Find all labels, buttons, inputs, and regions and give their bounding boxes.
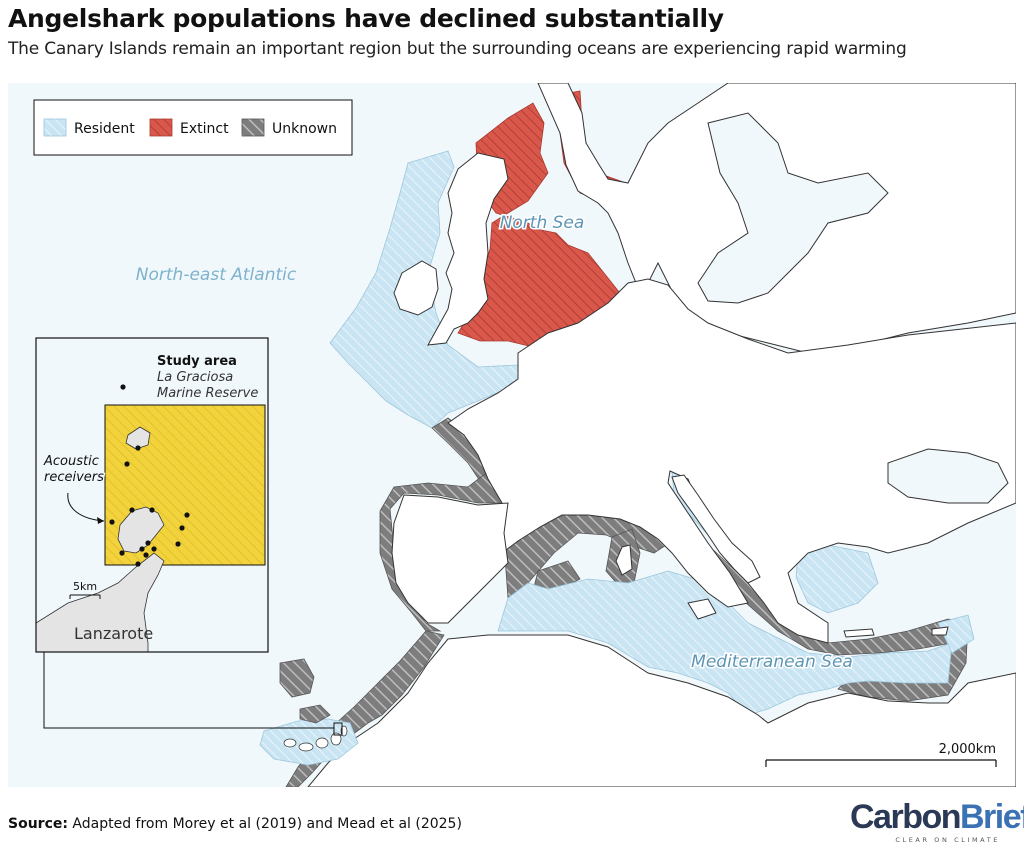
- label-north-east-atlantic: North-east Atlantic: [136, 265, 297, 285]
- source-label: Source:: [8, 816, 68, 832]
- unknown-zone-canary-west: [279, 658, 315, 698]
- great-britain: [427, 152, 509, 346]
- ireland: [393, 260, 439, 316]
- receiver-point: [109, 519, 115, 525]
- source-text: Adapted from Morey et al (2019) and Mead…: [67, 816, 462, 832]
- receiver-point: [151, 546, 157, 552]
- logo-carbon: Carbon: [850, 798, 962, 836]
- inset-study-area-title: Study area: [157, 354, 237, 369]
- receiver-point: [129, 507, 135, 513]
- inset-connector-line: [43, 652, 334, 729]
- label-north-sea: North Sea: [500, 213, 585, 233]
- receiver-point: [139, 546, 145, 552]
- receiver-point: [145, 540, 151, 546]
- map-scale-label: 2,000km: [939, 742, 996, 757]
- receiver-point: [120, 384, 126, 390]
- carbon-brief-logo: CarbonBrief CLEAR ON CLIMATE: [850, 798, 1024, 844]
- receiver-point: [119, 550, 125, 556]
- sicily: [687, 598, 717, 620]
- black-sea: [887, 448, 1009, 504]
- legend: Resident Extinct Unknown: [33, 99, 353, 156]
- acoustic-receivers: [109, 384, 190, 567]
- resident-zone-levant: [937, 614, 975, 654]
- inset-islet: [125, 426, 151, 450]
- lanzarote-island: [36, 552, 165, 652]
- logo-wordmark: CarbonBrief: [850, 798, 1024, 836]
- legend-swatch-resident: [43, 118, 67, 137]
- inset-study-area-line1: La Graciosa: [157, 370, 233, 385]
- inset-receivers-line2: receivers: [44, 470, 104, 485]
- logo-tagline: CLEAR ON CLIMATE: [895, 836, 1000, 844]
- cyprus: [931, 626, 949, 636]
- inset-locator-box: [333, 722, 343, 736]
- la-graciosa-island: [117, 506, 165, 554]
- legend-swatch-unknown: [241, 118, 265, 137]
- inset-map: Study area La Graciosa Marine Reserve Ac…: [35, 337, 269, 653]
- receiver-point: [143, 552, 149, 558]
- inset-receivers-line1: Acoustic: [43, 454, 99, 469]
- crete: [843, 628, 875, 638]
- receiver-point: [135, 445, 141, 451]
- canary-islands: [283, 725, 348, 752]
- inset-study-area-line2: Marine Reserve: [157, 386, 258, 401]
- receiver-point: [175, 541, 181, 547]
- legend-swatch-extinct: [149, 118, 173, 137]
- inset-lanzarote-label: Lanzarote: [74, 624, 153, 643]
- legend-label-extinct: Extinct: [180, 121, 229, 137]
- chart-subtitle: The Canary Islands remain an important r…: [8, 39, 907, 59]
- receiver-point: [135, 561, 141, 567]
- resident-zone-aegean: [795, 544, 879, 614]
- receiver-point: [184, 512, 190, 518]
- inset-frame: [35, 337, 269, 653]
- receivers-arrowhead: [97, 517, 104, 524]
- logo-brief: Brief: [960, 798, 1024, 836]
- range-map: North-east Atlantic North Sea Mediterran…: [8, 83, 1016, 787]
- chart-title: Angelshark populations have declined sub…: [8, 4, 724, 33]
- legend-label-resident: Resident: [74, 121, 135, 137]
- source-note: Source: Adapted from Morey et al (2019) …: [8, 816, 462, 832]
- receiver-point: [179, 525, 185, 531]
- receiver-point: [149, 507, 155, 513]
- receiver-point: [124, 461, 130, 467]
- italy: [671, 474, 761, 584]
- legend-label-unknown: Unknown: [272, 121, 337, 137]
- label-mediterranean-sea: Mediterranean Sea: [691, 652, 853, 672]
- unknown-zone-canary-north: [299, 704, 331, 724]
- sardinia: [615, 544, 633, 576]
- resident-zone-mediterranean: [497, 570, 953, 716]
- land: [307, 83, 1016, 787]
- inset-scale-label: 5km: [73, 580, 97, 593]
- legend-box: [33, 99, 353, 156]
- iberia: [391, 494, 509, 624]
- baltic-sea: [697, 112, 889, 304]
